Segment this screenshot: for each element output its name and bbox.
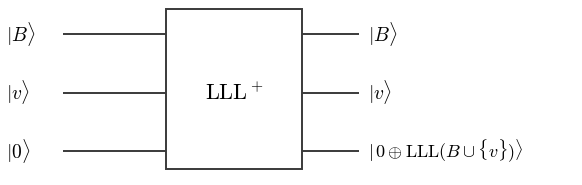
Text: $\mathrm{LLL}^+$: $\mathrm{LLL}^+$ xyxy=(205,81,263,104)
Text: $|0\rangle$: $|0\rangle$ xyxy=(6,137,30,164)
Text: $|B\rangle$: $|B\rangle$ xyxy=(6,21,35,48)
Text: $|v\rangle$: $|v\rangle$ xyxy=(368,78,392,107)
Text: $|B\rangle$: $|B\rangle$ xyxy=(368,21,398,48)
Bar xyxy=(165,9,303,169)
Text: $|\,0 \oplus \mathrm{LLL}(B \cup \{v\})\rangle$: $|\,0 \oplus \mathrm{LLL}(B \cup \{v\})\… xyxy=(368,137,523,164)
Text: $|v\rangle$: $|v\rangle$ xyxy=(6,78,30,107)
